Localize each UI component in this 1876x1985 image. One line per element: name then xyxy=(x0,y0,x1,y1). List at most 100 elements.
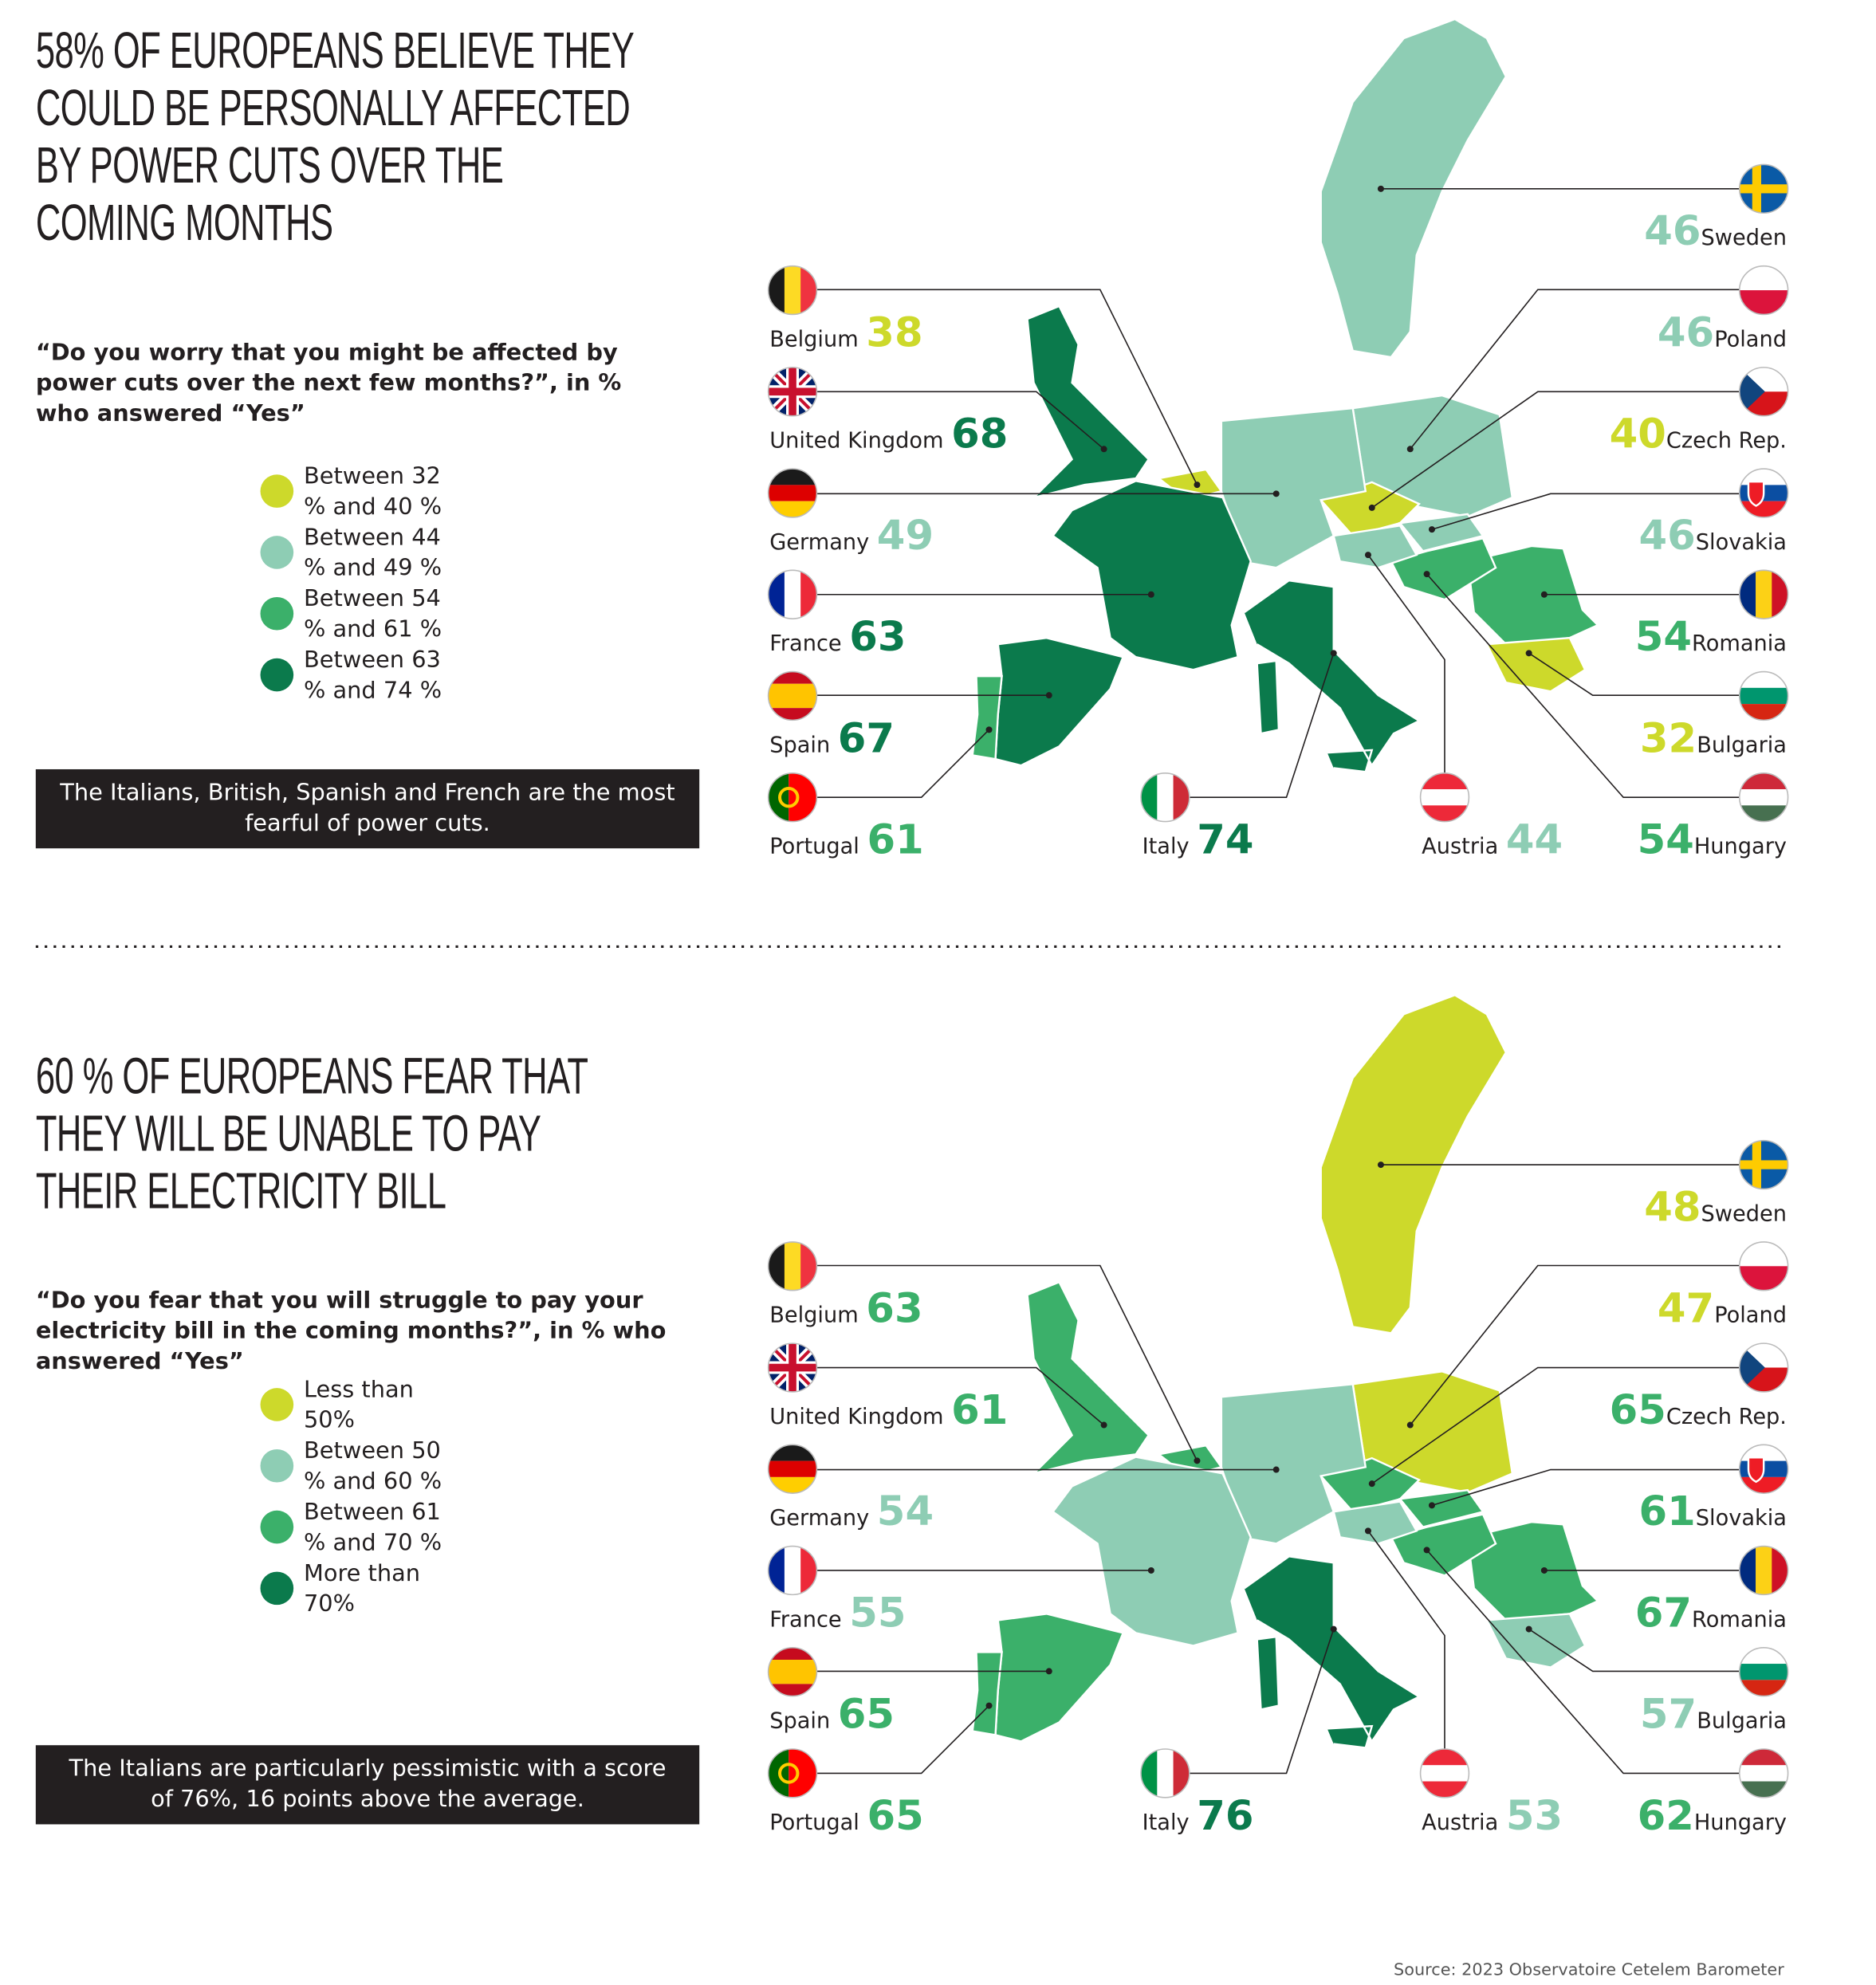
flag-ring xyxy=(767,1545,818,1596)
flag-stripe xyxy=(768,469,817,485)
country-value: 65 xyxy=(867,1792,923,1840)
country-label: 67Romania xyxy=(1635,1589,1787,1637)
country-shape xyxy=(994,1613,1125,1743)
flag-triangle xyxy=(1739,1343,1765,1392)
leader-dot xyxy=(1540,1566,1548,1574)
country-name: Romania xyxy=(1692,631,1787,656)
flag-ring xyxy=(767,569,818,619)
flag-ring xyxy=(767,265,818,316)
legend-swatch xyxy=(260,1510,294,1544)
flag-stripe xyxy=(1772,1546,1788,1595)
flag-stripe xyxy=(784,1241,801,1291)
flag-ring xyxy=(1738,1444,1789,1494)
flag-stripe xyxy=(1173,1749,1190,1798)
flag-stripe xyxy=(1420,805,1469,822)
legend-label: Between 44 % and 49 % xyxy=(303,524,442,582)
leader-dot xyxy=(1368,1480,1375,1488)
country-label: 46Sweden xyxy=(1644,207,1787,255)
flag xyxy=(1739,570,1788,619)
flag-stripe xyxy=(768,485,817,501)
country-label: France 63 xyxy=(769,613,906,661)
leader-dot xyxy=(1364,1527,1371,1535)
leader-line xyxy=(1426,573,1741,798)
country-value: 54 xyxy=(1638,816,1694,864)
flag-shield xyxy=(1747,480,1765,507)
country-label: Austria 44 xyxy=(1422,816,1563,864)
flag xyxy=(768,1546,817,1595)
leader-dot xyxy=(1045,692,1052,699)
country-name: Czech Rep. xyxy=(1666,429,1787,454)
leader-dot xyxy=(1377,1162,1384,1169)
country-name: Bulgaria xyxy=(1697,733,1787,757)
country-value: 67 xyxy=(838,714,895,762)
country-value: 61 xyxy=(1639,1488,1696,1535)
leader-dot xyxy=(1194,482,1201,489)
leader-dot xyxy=(1147,591,1154,598)
flag-shield xyxy=(1747,1456,1765,1484)
flag-cross xyxy=(1739,184,1788,194)
country-label: United Kingdom 61 xyxy=(769,1386,1008,1434)
leader-line xyxy=(1431,1468,1741,1507)
flag-stripe xyxy=(1141,772,1158,822)
flag-stripe xyxy=(1157,1749,1174,1798)
country-name: Austria xyxy=(1422,835,1498,859)
flag xyxy=(1739,1140,1788,1189)
flag-ring xyxy=(1738,265,1789,316)
flag-ring xyxy=(1738,468,1789,518)
legend-label: Less than 50% xyxy=(303,1376,414,1434)
note: The Italians, British, Spanish and Frenc… xyxy=(35,768,700,849)
flag-stripe xyxy=(1739,290,1788,315)
flag-stripe xyxy=(1739,687,1788,705)
country-value: 55 xyxy=(849,1589,906,1637)
country-label: 54Hungary xyxy=(1638,816,1787,864)
flag-stripe xyxy=(800,1241,817,1291)
flag-stripe xyxy=(768,1445,817,1461)
country-label: Germany 49 xyxy=(769,512,934,560)
flag-stripe xyxy=(1739,704,1788,721)
leader-line xyxy=(816,1264,1198,1461)
flag-ring xyxy=(767,772,818,823)
leader-dot xyxy=(1100,1421,1107,1429)
country-name: France xyxy=(769,631,841,656)
country-shape xyxy=(1332,1500,1418,1545)
leader-dot xyxy=(1194,1457,1201,1464)
flag-stripe xyxy=(768,570,785,619)
flag-stripe xyxy=(768,1241,785,1291)
flag-stripe xyxy=(1739,805,1788,822)
country-shape xyxy=(1398,513,1485,552)
leader-dot xyxy=(1406,1421,1414,1429)
country-value: 61 xyxy=(951,1386,1008,1434)
leader-line xyxy=(1431,493,1741,530)
flag-ring xyxy=(1738,163,1789,214)
country-name: Bulgaria xyxy=(1697,1709,1787,1734)
leader-dot xyxy=(1330,1625,1337,1633)
country-value: 63 xyxy=(866,1285,922,1333)
leader-line xyxy=(1189,1629,1335,1775)
flag xyxy=(1739,469,1788,517)
flag-ring xyxy=(767,1748,818,1798)
country-label: United Kingdom 68 xyxy=(769,411,1008,458)
flag-ring xyxy=(767,670,818,721)
country-name: Belgium xyxy=(769,327,858,352)
country-value: 32 xyxy=(1640,714,1697,762)
country-label: 57Bulgaria xyxy=(1640,1691,1787,1739)
leader-dot xyxy=(1272,490,1280,497)
flag-cross xyxy=(1739,1160,1788,1169)
flag-ring xyxy=(1738,772,1789,823)
flag-stripe xyxy=(768,683,817,709)
flag-stripe xyxy=(1739,671,1788,688)
flag-stripe xyxy=(784,570,801,619)
source: Source: 2023 Observatoire Cetelem Barome… xyxy=(1394,1959,1784,1979)
flag-cross xyxy=(768,367,817,416)
flag-stripe xyxy=(1141,1749,1158,1798)
flag-stripe xyxy=(800,1546,817,1595)
flag-stripe xyxy=(1739,1680,1788,1696)
flag xyxy=(1420,772,1469,822)
country-name: Spain xyxy=(769,733,830,757)
country-label: Belgium 38 xyxy=(769,309,922,356)
flag-ring xyxy=(767,1342,818,1393)
flag xyxy=(768,265,817,315)
country-name: United Kingdom xyxy=(769,429,943,454)
leader-dot xyxy=(1330,650,1337,657)
flag-stripe xyxy=(1420,1749,1469,1766)
